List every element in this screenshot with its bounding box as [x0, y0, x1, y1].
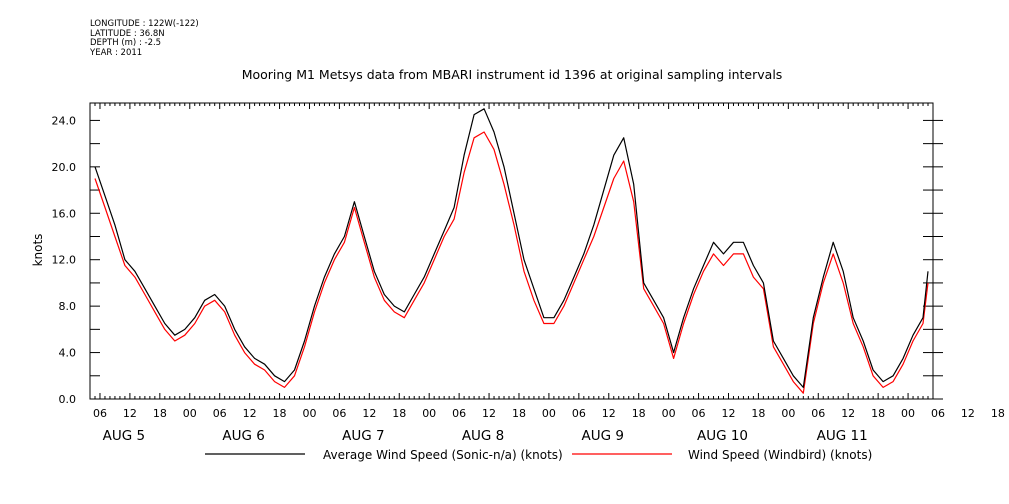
day-label: AUG 8 [462, 428, 504, 444]
x-tick-label: 18 [751, 407, 765, 420]
x-tick-label: 00 [781, 407, 795, 420]
plot-frame [89, 102, 934, 400]
y-tick-label: 16.0 [52, 207, 77, 220]
sonic-series-line [94, 108, 929, 388]
y-tick-label: 4.0 [59, 347, 77, 360]
x-tick-label: 18 [273, 407, 287, 420]
day-label: AUG 10 [697, 428, 748, 444]
x-tick-label: 06 [692, 407, 706, 420]
y-tick-label: 8.0 [59, 300, 77, 313]
x-tick-label: 18 [632, 407, 646, 420]
axis-labels: 06 12 18 00 06 12 18 00 06 12 18 00 06 12 18 00 06 12 18 00… [52, 114, 1005, 444]
mooring-metadata: LONGITUDE : 122W(-122) LATITUDE : 36.8N … [90, 19, 199, 58]
chart-title: Mooring M1 Metsys data from MBARI instru… [242, 67, 783, 82]
x-tick-label: 12 [482, 407, 496, 420]
x-tick-label: 12 [243, 407, 257, 420]
windbird-series-line [94, 131, 929, 394]
longitude-label: LONGITUDE : 122W(-122) [90, 19, 199, 29]
day-label: AUG 9 [582, 428, 624, 444]
y-axis-label: knots [31, 234, 45, 267]
x-tick-label: 00 [542, 407, 556, 420]
x-tick-label: 06 [213, 407, 227, 420]
x-tick-label: 12 [123, 407, 137, 420]
x-tick-label: 00 [901, 407, 915, 420]
legend-label: Average Wind Speed (Sonic-n/a) (knots) [323, 448, 563, 462]
x-tick-label: 06 [93, 407, 107, 420]
data-series [94, 108, 929, 394]
x-tick-label: 18 [991, 407, 1005, 420]
legend-label: Wind Speed (Windbird) (knots) [688, 448, 872, 462]
y-tick-label: 24.0 [52, 114, 77, 127]
x-tick-label: 12 [841, 407, 855, 420]
latitude-label: LATITUDE : 36.8N [90, 28, 165, 39]
x-tick-label: 18 [512, 407, 526, 420]
day-label: AUG 6 [222, 428, 264, 444]
x-tick-label: 00 [662, 407, 676, 420]
x-tick-label: 06 [452, 407, 466, 420]
x-tick-label: 00 [422, 407, 436, 420]
day-label: AUG 7 [342, 428, 384, 444]
x-tick-label: 18 [392, 407, 406, 420]
y-tick-label: 0.0 [59, 393, 77, 406]
x-tick-label: 06 [811, 407, 825, 420]
x-tick-label: 18 [153, 407, 167, 420]
x-tick-label: 12 [602, 407, 616, 420]
x-tick-label: 12 [362, 407, 376, 420]
x-tick-label: 00 [183, 407, 197, 420]
y-tick-label: 12.0 [52, 254, 77, 267]
year-label: YEAR : 2011 [90, 47, 143, 58]
x-tick-label: 12 [721, 407, 735, 420]
y-tick-label: 20.0 [52, 161, 77, 174]
axis-ticks [89, 103, 943, 400]
depth-label: DEPTH (m) : -2.5 [90, 38, 162, 49]
x-tick-label: 06 [572, 407, 586, 420]
legend: Average Wind Speed (Sonic-n/a) (knots) Wi… [205, 448, 872, 462]
x-tick-label: 00 [302, 407, 316, 420]
x-tick-label: 06 [332, 407, 346, 420]
x-tick-label: 18 [871, 407, 885, 420]
day-label: AUG 11 [817, 428, 868, 444]
day-label: AUG 5 [103, 428, 145, 444]
x-tick-label: 06 [931, 407, 945, 420]
x-tick-label: 12 [961, 407, 975, 420]
